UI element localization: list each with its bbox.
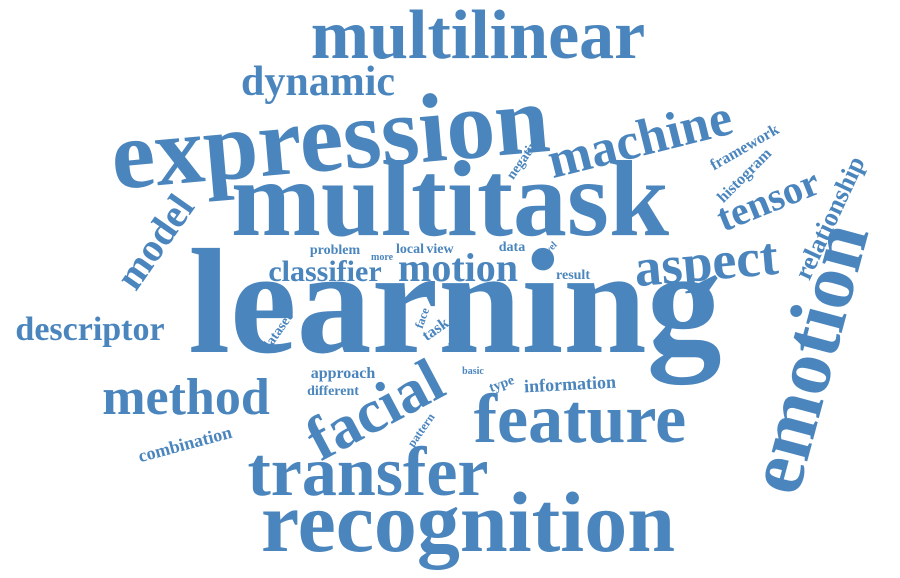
word-multitask: multitask	[230, 140, 670, 259]
word-basic: basic	[462, 366, 484, 377]
word-more: more	[370, 252, 394, 263]
word-different: different	[307, 384, 359, 399]
word-approach: approach	[310, 365, 376, 382]
word-descriptor: descriptor	[15, 311, 165, 348]
word-classifier: classifier	[268, 255, 382, 288]
word-local: local	[396, 242, 424, 257]
word-result: result	[556, 268, 590, 283]
word-motion: motion	[398, 245, 518, 290]
word-problem: problem	[309, 243, 361, 258]
word-view: view	[426, 242, 454, 257]
word-dynamic: dynamic	[240, 59, 396, 105]
word-transfer: transfer	[247, 434, 489, 511]
word-feature: feature	[473, 381, 687, 458]
word-data: data	[498, 240, 526, 255]
word-recognition: recognition	[260, 474, 676, 570]
word-multilinear: multilinear	[310, 0, 646, 74]
word-learning: learning	[188, 219, 722, 385]
word-combination: combination	[136, 421, 234, 467]
word-thesis: thesis	[491, 314, 510, 350]
word-method: method	[102, 369, 270, 426]
